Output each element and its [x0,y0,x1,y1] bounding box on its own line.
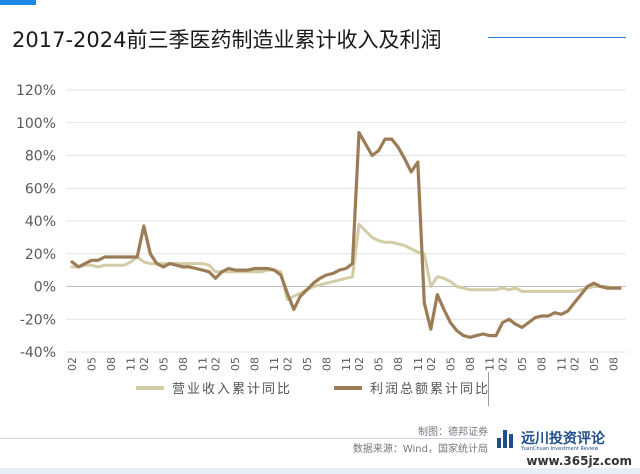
x-tick-label: 2022-05 [444,357,457,372]
top-accent-bar [0,0,36,5]
x-tick-label: 2024-08 [607,357,620,372]
logo-text: 远川投资评论 [521,431,605,447]
x-tick-label: 2023-11 [555,357,568,372]
legend-item-revenue: 营业收入累计同比 [136,378,292,397]
x-tick-label: 2019-02 [210,357,223,372]
x-tick-label: 2024-02 [568,357,581,372]
legend-separator [488,372,489,406]
x-tick-label: 2023-05 [516,357,529,372]
x-tick-label: 2018-11 [196,357,209,372]
x-tick-label: 2017-08 [105,357,118,372]
x-tick-label: 2022-08 [464,357,477,372]
title-rule [488,37,626,38]
x-tick-label: 2019-05 [229,357,242,372]
x-tick-label: 2019-11 [268,357,281,372]
y-tick-label: -40% [20,345,56,361]
x-tick-label: 2020-11 [340,357,353,372]
y-tick-label: 80% [25,149,56,165]
x-tick-label: 2017-05 [86,357,99,372]
legend-item-profit: 利润总额累计同比 [334,378,490,397]
x-tick-label: 2022-02 [425,357,438,372]
legend-swatch-revenue [136,385,164,390]
y-tick-label: 40% [25,214,56,230]
bottom-bar [0,468,640,474]
chart-title: 2017-2024前三季医药制造业累计收入及利润 [12,28,442,52]
x-tick-label: 2019-08 [249,357,262,372]
legend-label-profit: 利润总额累计同比 [370,382,491,397]
x-tick-label: 2021-02 [353,357,366,372]
x-tick-label: 2021-05 [373,357,386,372]
footer-source: 制图：德邦证券 数据来源：Wind，国家统计局 [353,424,488,458]
x-tick-label: 2017-02 [66,357,79,372]
footer-maker: 制图：德邦证券 [418,427,488,438]
y-tick-label: 100% [16,116,56,132]
watermark: www.365jz.com [526,454,632,468]
legend-label-revenue: 营业收入累计同比 [172,382,293,397]
y-tick-label: 20% [25,247,56,263]
line-chart: -40% -20% 0% 20% 40% 60% 80% 100% 120% 2017-02 201… [16,83,626,372]
footer-data-source: 数据来源：Wind，国家统计局 [352,444,488,455]
x-tick-label: 2018-05 [157,357,170,372]
x-tick-label: 2021-08 [392,357,405,372]
logo-subtitle: YuanChuan Investment Review [521,446,599,452]
series-line-revenue [70,222,622,302]
x-tick-label: 2020-05 [301,357,314,372]
legend: 营业收入累计同比 利润总额累计同比 [0,378,640,402]
y-tick-label: -20% [20,312,56,328]
x-tick-label: 2020-08 [320,357,333,372]
series-line-profit [70,131,622,339]
legend-swatch-profit [334,385,362,390]
x-tick-label: 2017-11 [125,357,138,372]
y-tick-label: 0% [34,280,56,296]
x-tick-label: 2023-08 [536,357,549,372]
footer-rule [0,438,480,439]
x-tick-label: 2018-08 [177,357,190,372]
x-tick-label: 2023-02 [497,357,510,372]
x-tick-label: 2018-02 [138,357,151,372]
x-tick-label: 2020-02 [281,357,294,372]
x-tick-label: 2024-05 [588,357,601,372]
x-tick-label: 2021-11 [412,357,425,372]
logo-bars-icon [497,430,515,448]
y-tick-label: 120% [16,83,56,99]
x-tick-label: 2022-11 [484,357,497,372]
y-tick-label: 60% [25,181,56,197]
